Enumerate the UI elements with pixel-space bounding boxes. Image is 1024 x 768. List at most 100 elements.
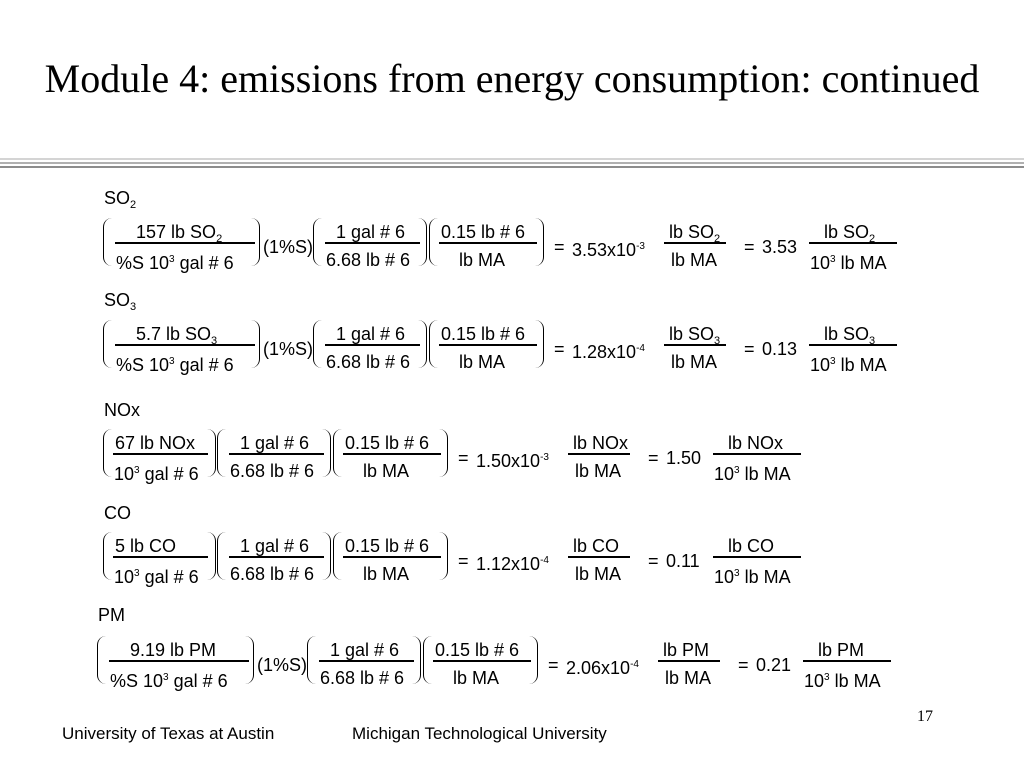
footer-university-left: University of Texas at Austin — [62, 724, 275, 743]
result-scientific: 1.28x10-4 — [572, 342, 645, 362]
percent-s-factor: (1%S) — [263, 237, 314, 257]
left-paren — [217, 429, 227, 477]
equals-sign: = — [458, 448, 469, 468]
f3-numerator: 0.15 lb # 6 — [441, 324, 526, 344]
f3-denominator: lb MA — [453, 668, 500, 688]
fraction-bar — [229, 453, 324, 455]
fraction-bar — [713, 556, 801, 558]
r2-unit-numerator: lb SO3 — [824, 324, 876, 347]
fraction-bar — [809, 242, 897, 244]
fraction-bar — [113, 453, 208, 455]
f2-numerator: 1 gal # 6 — [330, 640, 400, 660]
f2-denominator: 6.68 lb # 6 — [230, 461, 315, 481]
f2-denominator: 6.68 lb # 6 — [326, 250, 411, 270]
f1-numerator: 67 lb NOx — [115, 433, 196, 453]
right-paren — [411, 636, 421, 684]
f3-denominator: lb MA — [459, 250, 506, 270]
left-paren — [313, 320, 323, 368]
f2-denominator: 6.68 lb # 6 — [326, 352, 411, 372]
r2-unit-numerator: lb PM — [818, 640, 865, 660]
f2-numerator: 1 gal # 6 — [240, 433, 310, 453]
equals-sign: = — [548, 655, 559, 675]
fraction-bar — [115, 242, 255, 244]
r1-unit-denominator: lb MA — [671, 352, 718, 372]
f1-denominator: 103 gal # 6 — [114, 464, 199, 484]
f1-numerator: 9.19 lb PM — [130, 640, 217, 660]
f2-denominator: 6.68 lb # 6 — [320, 668, 405, 688]
result-value: 0.21 — [756, 655, 792, 675]
right-paren — [534, 320, 544, 368]
pollutant-heading: NOx — [104, 400, 140, 420]
fraction-bar — [325, 344, 420, 346]
f2-denominator: 6.68 lb # 6 — [230, 564, 315, 584]
left-paren — [217, 532, 227, 580]
fraction-bar — [115, 344, 255, 346]
r2-unit-denominator: 103 lb MA — [810, 253, 887, 273]
result-value: 0.11 — [666, 551, 700, 571]
right-paren — [534, 218, 544, 266]
divider-bar — [0, 158, 1024, 160]
f1-numerator: 157 lb SO2 — [136, 222, 223, 245]
title-divider — [0, 158, 1024, 170]
left-paren — [103, 532, 113, 580]
f2-numerator: 1 gal # 6 — [336, 222, 406, 242]
result-scientific: 1.12x10-4 — [476, 554, 549, 574]
r2-unit-denominator: 103 lb MA — [804, 671, 881, 691]
divider-bar — [0, 166, 1024, 168]
left-paren — [429, 218, 439, 266]
left-paren — [333, 532, 343, 580]
right-paren — [250, 218, 260, 266]
result-value: 3.53 — [762, 237, 798, 257]
equals-sign: = — [648, 448, 659, 468]
divider-bar — [0, 162, 1024, 164]
r1-unit-denominator: lb MA — [665, 668, 712, 688]
r1-unit-numerator: lb CO — [573, 536, 620, 556]
left-paren — [307, 636, 317, 684]
pollutant-heading: SO3 — [104, 290, 137, 313]
fraction-bar — [319, 660, 414, 662]
right-paren — [438, 429, 448, 477]
f3-numerator: 0.15 lb # 6 — [435, 640, 520, 660]
fraction-bar — [568, 556, 630, 558]
r2-unit-denominator: 103 lb MA — [810, 355, 887, 375]
left-paren — [313, 218, 323, 266]
left-paren — [103, 429, 113, 477]
f1-denominator: %S 103 gal # 6 — [116, 253, 234, 273]
r1-unit-denominator: lb MA — [575, 564, 622, 584]
left-paren — [333, 429, 343, 477]
f2-numerator: 1 gal # 6 — [240, 536, 310, 556]
pollutant-heading: CO — [104, 503, 131, 523]
pollutant-heading: PM — [98, 605, 125, 625]
left-paren — [103, 320, 113, 368]
equals-sign: = — [738, 655, 749, 675]
left-paren — [97, 636, 107, 684]
fraction-bar — [664, 242, 726, 244]
f3-numerator: 0.15 lb # 6 — [441, 222, 526, 242]
slide-title: Module 4: emissions from energy consumpt… — [44, 56, 980, 101]
fraction-bar — [433, 660, 531, 662]
right-paren — [206, 532, 216, 580]
equals-sign: = — [648, 551, 659, 571]
left-paren — [423, 636, 433, 684]
equals-sign: = — [744, 237, 755, 257]
right-paren — [206, 429, 216, 477]
right-paren — [321, 532, 331, 580]
fraction-bar — [713, 453, 801, 455]
result-scientific: 3.53x10-3 — [572, 240, 645, 260]
fraction-bar — [343, 453, 441, 455]
page-number: 17 — [917, 708, 933, 725]
fraction-bar — [803, 660, 891, 662]
r1-unit-denominator: lb MA — [671, 250, 718, 270]
equals-sign: = — [744, 339, 755, 359]
r1-unit-numerator: lb SO2 — [669, 222, 721, 245]
left-paren — [103, 218, 113, 266]
r1-unit-numerator: lb NOx — [573, 433, 629, 453]
right-paren — [250, 320, 260, 368]
f3-numerator: 0.15 lb # 6 — [345, 536, 430, 556]
result-scientific: 1.50x10-3 — [476, 451, 549, 471]
right-paren — [321, 429, 331, 477]
equals-sign: = — [554, 339, 565, 359]
f3-numerator: 0.15 lb # 6 — [345, 433, 430, 453]
result-value: 0.13 — [762, 339, 798, 359]
r1-unit-denominator: lb MA — [575, 461, 622, 481]
